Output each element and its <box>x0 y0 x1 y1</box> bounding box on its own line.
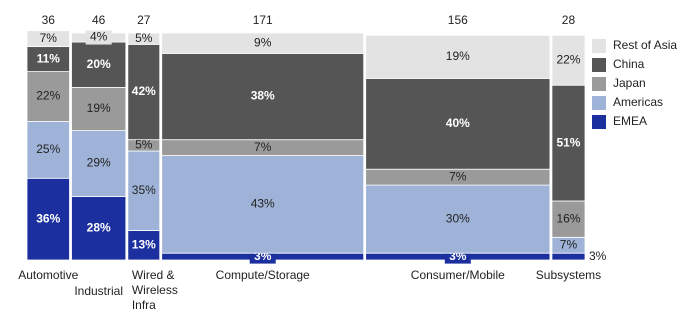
segment <box>161 53 365 141</box>
value-label: 35% <box>132 183 156 197</box>
segment <box>127 43 161 141</box>
category-label: Consumer/Mobile <box>410 268 505 282</box>
legend-swatch <box>592 115 606 129</box>
segment <box>551 84 586 202</box>
value-label: 29% <box>87 156 111 170</box>
column-total: 156 <box>448 13 468 27</box>
value-label: 19% <box>87 101 111 115</box>
legend-swatch <box>592 58 606 72</box>
value-label: 5% <box>135 138 153 152</box>
column-total: 46 <box>92 13 106 27</box>
legend-label: Japan <box>613 76 646 90</box>
segment <box>365 78 551 170</box>
value-label: 7% <box>40 31 58 45</box>
category-label: Compute/Storage <box>215 268 310 282</box>
value-label: 9% <box>254 35 272 49</box>
segment <box>26 121 70 179</box>
segment <box>26 177 70 261</box>
column-total: 27 <box>137 13 151 27</box>
value-label: 5% <box>135 31 153 45</box>
value-label: 38% <box>251 89 275 103</box>
legend-label: Rest of Asia <box>613 38 677 52</box>
column-total: 36 <box>42 13 56 27</box>
value-label: 40% <box>446 116 470 130</box>
segment <box>161 155 365 254</box>
legend-swatch <box>592 96 606 110</box>
category-label: Automotive <box>18 268 79 282</box>
segment <box>161 32 365 54</box>
column-total: 28 <box>562 13 576 27</box>
value-label: 28% <box>87 220 111 234</box>
segment <box>26 46 70 72</box>
legend-swatch <box>592 39 606 53</box>
column-total: 171 <box>253 13 273 27</box>
segment <box>127 32 161 45</box>
value-label: 25% <box>36 142 60 156</box>
value-label: 42% <box>132 84 156 98</box>
label-bg <box>85 30 112 45</box>
value-label: 30% <box>446 211 470 225</box>
legend-label: Americas <box>613 95 663 109</box>
segment <box>551 34 586 86</box>
value-label: 19% <box>446 49 470 63</box>
value-label: 16% <box>556 211 580 225</box>
segment <box>71 196 127 261</box>
legend-label: EMEA <box>613 114 647 128</box>
value-label: 7% <box>449 169 467 183</box>
segment <box>365 34 551 79</box>
value-label: 36% <box>36 211 60 225</box>
value-label: 11% <box>37 51 61 65</box>
legend-swatch <box>592 77 606 91</box>
legend-label: China <box>613 57 645 71</box>
category-label: Industrial <box>74 284 124 298</box>
value-label: 4% <box>90 30 108 44</box>
value-label: 43% <box>251 197 275 211</box>
value-label: 7% <box>560 237 578 251</box>
value-label: 51% <box>556 135 580 149</box>
value-label: 13% <box>132 237 156 251</box>
category-label: Subsystems <box>535 268 602 282</box>
segment <box>26 30 70 48</box>
segment <box>71 41 127 88</box>
segment <box>71 130 127 197</box>
segment <box>365 184 551 254</box>
value-label: 22% <box>556 52 580 66</box>
value-label: 20% <box>87 57 111 71</box>
value-label: 7% <box>254 140 272 154</box>
value-label: 3% <box>589 249 607 263</box>
segment <box>127 230 161 261</box>
segment <box>71 87 127 132</box>
value-label: 22% <box>36 89 60 103</box>
segment <box>551 252 586 261</box>
category-label: Wired & Wireless Infra <box>131 268 178 312</box>
